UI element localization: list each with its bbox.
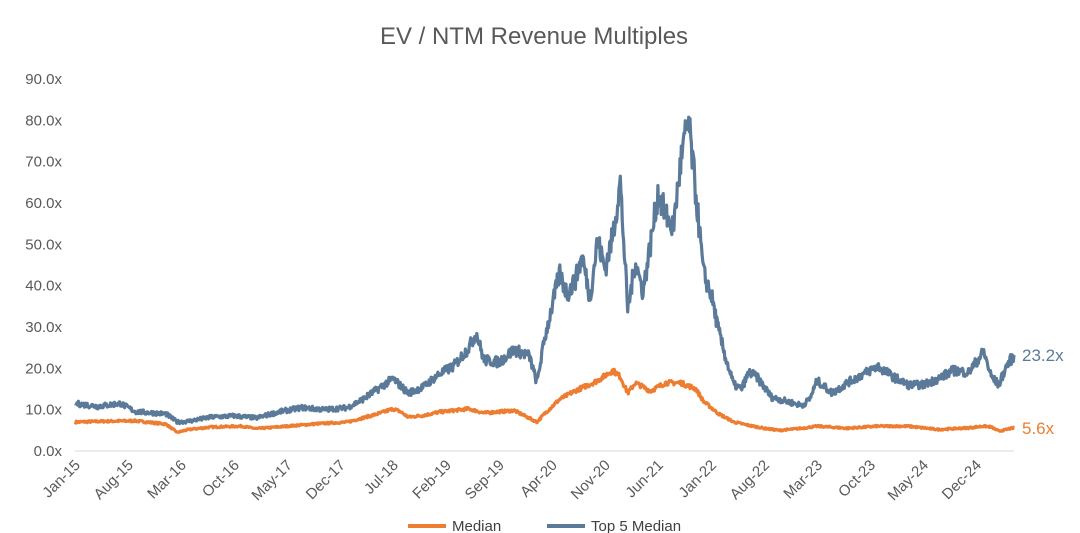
y-tick-label: 30.0x [25, 319, 62, 336]
x-tick-label: Mar-16 [144, 457, 190, 503]
x-tick-label: Jul-18 [361, 457, 402, 498]
legend-label: Top 5 Median [591, 518, 681, 533]
series-end-label: 5.6x [1022, 419, 1055, 438]
x-tick-label: Aug-22 [727, 457, 773, 503]
y-tick-label: 50.0x [25, 236, 62, 253]
x-tick-label: Jun-21 [622, 457, 666, 501]
y-tick-label: 40.0x [25, 278, 62, 295]
plot-area [73, 115, 1016, 434]
x-tick-label: Oct-23 [835, 457, 879, 501]
y-tick-label: 80.0x [25, 112, 62, 129]
x-tick-label: Sep-19 [462, 457, 508, 503]
x-tick-label: Jan-15 [39, 457, 83, 501]
y-tick-label: 20.0x [25, 360, 62, 377]
x-axis: Jan-15 Aug-15 Mar-16 Oct-16 May-17 Dec-17 Jul-… [39, 457, 985, 504]
x-tick-label: Nov-20 [568, 457, 614, 503]
y-axis: 0.0x 10.0x 20.0x 30.0x 40.0x 50.0x 60.0x 70.0x 8… [25, 71, 62, 460]
y-tick-label: 90.0x [25, 71, 62, 88]
series-line [73, 367, 1016, 434]
y-tick-label: 0.0x [34, 443, 63, 460]
legend: Median Top 5 Median [408, 518, 681, 533]
legend-label: Median [452, 518, 501, 533]
y-tick-label: 10.0x [25, 402, 62, 419]
x-tick-label: Dec-17 [303, 457, 349, 503]
x-tick-label: Oct-16 [199, 457, 243, 501]
x-tick-label: Feb-19 [409, 457, 455, 503]
x-tick-label: Dec-24 [939, 457, 985, 503]
x-tick-label: Mar-23 [780, 457, 826, 503]
x-tick-label: May-17 [248, 457, 295, 504]
y-tick-label: 70.0x [25, 154, 62, 171]
series-end-labels: 5.6x 23.2x [1022, 346, 1064, 438]
series-line [74, 115, 1016, 426]
x-tick-label: Aug-15 [91, 457, 137, 503]
x-tick-label: May-24 [885, 457, 932, 504]
y-tick-label: 60.0x [25, 195, 62, 212]
x-tick-label: Jan-22 [675, 457, 719, 501]
series-end-label: 23.2x [1022, 346, 1064, 365]
chart-title: EV / NTM Revenue Multiples [380, 23, 688, 50]
x-tick-label: Apr-20 [517, 457, 561, 501]
